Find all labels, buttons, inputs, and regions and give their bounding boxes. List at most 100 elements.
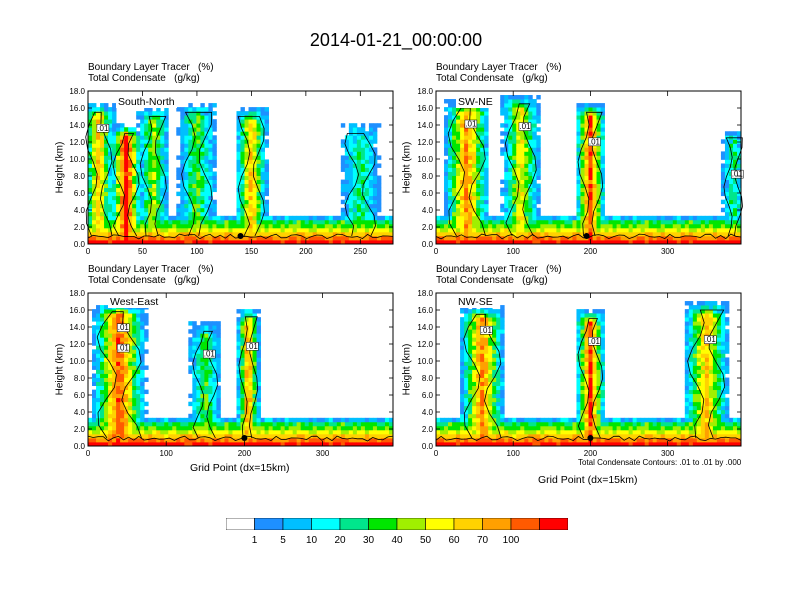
svg-text:.01: .01 (204, 350, 216, 359)
y-tick-label: 18.0 (417, 289, 433, 298)
y-tick-label: 4.0 (422, 408, 434, 417)
location-marker (237, 233, 244, 239)
contour-label: .01 (464, 120, 478, 129)
x-tick-label: 0 (86, 449, 91, 458)
colorbar-label: 50 (419, 535, 432, 546)
svg-text:.01: .01 (97, 124, 109, 133)
y-tick-label: 4.0 (422, 206, 434, 215)
y-tick-label: 16.0 (417, 104, 433, 113)
x-tick-label: 300 (661, 449, 675, 458)
colorbar-swatch (396, 518, 426, 530)
y-tick-label: 14.0 (417, 121, 433, 130)
svg-text:.01: .01 (247, 342, 259, 351)
panel-title: Boundary Layer Tracer (%) Total Condensat… (436, 62, 562, 84)
contour-label: .01 (518, 122, 532, 131)
x-ticks: 0 100 200 300 (86, 293, 330, 458)
contour-label: .01 (480, 326, 493, 335)
contour-note: Total Condensate Contours: .01 to .01 by… (578, 458, 742, 467)
x-tick-label: 200 (299, 247, 313, 256)
colorbar-swatch (254, 518, 284, 530)
y-tick-label: 10.0 (69, 155, 85, 164)
colorbar-label: 100 (502, 535, 520, 546)
y-ticks: 0.0 2.0 4.0 6.0 8.0 10.0 12.0 14.0 16.0 18.0 (69, 289, 393, 451)
contour-label: .01 (588, 137, 601, 146)
plot-sw-ne: .01 .01 .01 .01 0.0 2.0 4.0 6.0 8.0 10.0 12.0 14.0 1… (417, 87, 744, 256)
colorbar-swatch (510, 518, 540, 530)
colorbar-label: 40 (391, 535, 403, 546)
y-tick-label: 2.0 (74, 425, 86, 434)
x-tick-label: 200 (584, 247, 598, 256)
y-tick-label: 6.0 (74, 391, 86, 400)
y-tick-label: 10.0 (417, 357, 433, 366)
x-tick-label: 300 (316, 449, 330, 458)
x-tick-label: 100 (507, 449, 521, 458)
colorbar-swatch (311, 518, 341, 530)
location-marker (587, 435, 594, 441)
y-tick-label: 14.0 (69, 121, 85, 130)
colorbar-swatch (368, 518, 398, 530)
y-tick-label: 12.0 (417, 340, 433, 349)
contour-label: .01 (246, 342, 259, 351)
contour-label: .01 (588, 337, 601, 346)
colorbar-label: 30 (362, 535, 375, 546)
svg-text:.01: .01 (519, 122, 531, 131)
plot-frame (435, 292, 742, 447)
y-tick-label: 0.0 (422, 442, 434, 451)
colorbar-swatch (425, 518, 455, 530)
panel-label-sw-ne: SW-NE (456, 96, 495, 108)
colorbar-label: 60 (448, 535, 460, 546)
plot-frame (87, 292, 394, 447)
x-ticks: 0 50 100 150 200 250 (86, 91, 368, 256)
y-tick-label: 0.0 (74, 442, 86, 451)
x-tick-label: 0 (86, 247, 91, 256)
colorbar (226, 518, 568, 530)
x-tick-label: 100 (160, 449, 174, 458)
svg-text:.01: .01 (118, 323, 130, 332)
y-axis-label: Height (km) (401, 343, 413, 396)
y-tick-label: 14.0 (417, 323, 433, 332)
plot-nw-se: .01 .01 .01 0.0 2.0 4.0 6.0 8.0 10.0 12.0 14.0 16.0… (417, 289, 742, 458)
y-tick-label: 8.0 (422, 172, 434, 181)
y-tick-label: 12.0 (417, 138, 433, 147)
colorbar-swatch (339, 518, 369, 530)
svg-text:.01: .01 (589, 137, 601, 146)
y-axis-label: Height (km) (401, 141, 413, 194)
y-tick-label: 8.0 (74, 374, 86, 383)
y-tick-label: 18.0 (69, 87, 85, 96)
y-tick-label: 8.0 (74, 172, 86, 181)
contour-label: .01 (704, 335, 717, 344)
colorbar-label: 10 (305, 535, 318, 546)
plot-frame (435, 90, 742, 245)
colorbar-label: 70 (476, 535, 489, 546)
location-marker (241, 435, 248, 441)
y-axis-label: Height (km) (54, 343, 66, 396)
x-axis-label: Grid Point (dx=15km) (190, 462, 290, 474)
y-tick-label: 16.0 (69, 306, 85, 315)
y-tick-label: 18.0 (417, 87, 433, 96)
y-tick-label: 0.0 (422, 240, 434, 249)
x-tick-label: 250 (354, 247, 368, 256)
x-tick-label: 300 (661, 247, 675, 256)
x-tick-label: 150 (245, 247, 259, 256)
tracer-field (88, 103, 394, 245)
x-tick-label: 100 (190, 247, 204, 256)
panel-label-nw-se: NW-SE (456, 296, 495, 308)
svg-text:.01: .01 (118, 344, 130, 353)
y-tick-label: 10.0 (69, 357, 85, 366)
colorbar-swatch (282, 518, 312, 530)
y-tick-label: 14.0 (69, 323, 85, 332)
y-tick-label: 4.0 (74, 206, 86, 215)
y-axis-label: Height (km) (54, 141, 66, 194)
colorbar-swatch (539, 518, 568, 530)
contour-label: .01 (731, 170, 744, 179)
location-marker (583, 233, 590, 239)
plot-west-east: .01 .01 .01 .01 0.0 2.0 4.0 6.0 8.0 10.0 12.0 14.0 1… (69, 289, 394, 458)
y-tick-label: 12.0 (69, 138, 85, 147)
x-tick-label: 200 (238, 449, 252, 458)
panel-title: Boundary Layer Tracer (%) Total Condensat… (436, 264, 562, 286)
y-tick-label: 2.0 (74, 223, 86, 232)
y-tick-label: 8.0 (422, 374, 434, 383)
main-title: 2014-01-21_00:00:00 (309, 30, 483, 50)
condensate-contours (435, 309, 742, 442)
condensate-contours (87, 311, 394, 442)
